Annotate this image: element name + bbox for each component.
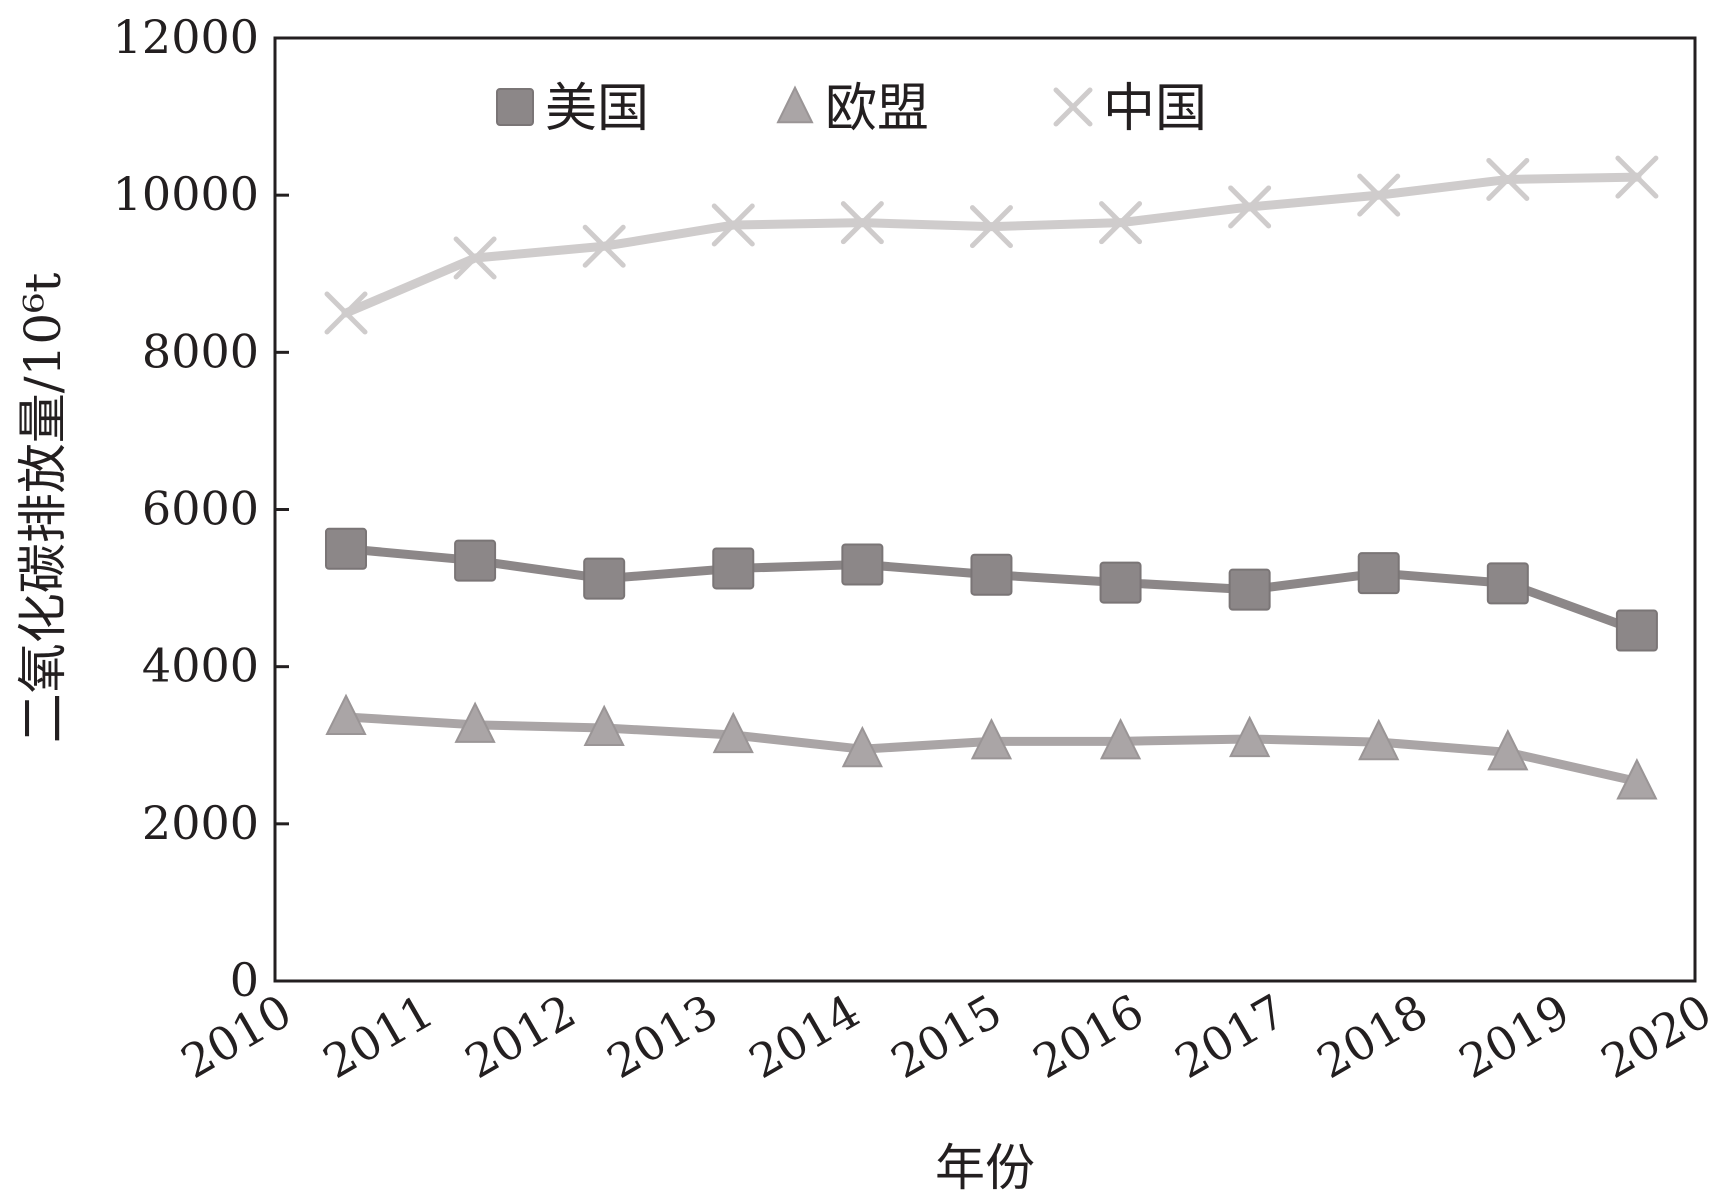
y-tick-label: 4000: [142, 639, 259, 693]
legend-label-2: 中国: [1103, 79, 1207, 139]
legend-marker-0: [496, 88, 534, 126]
y-axis-ticks: 0 2000 4000 6000 8000 10000 12000: [113, 10, 289, 1007]
y-tick-label: 6000: [142, 482, 259, 536]
series-0: [325, 527, 1658, 652]
legend-marker-1: [776, 85, 814, 124]
y-tick-label: 0: [230, 953, 259, 1007]
data-point-2-7: [1228, 185, 1272, 229]
data-point-1-6: [1099, 717, 1142, 760]
y-tick-label: 10000: [113, 167, 259, 221]
data-point-2-3: [711, 203, 755, 247]
legend-item-1: 欧盟: [776, 79, 929, 139]
x-tick-label: 2013: [598, 984, 726, 1089]
legend-label-1: 欧盟: [825, 79, 929, 139]
data-point-0-1: [454, 539, 497, 582]
data-point-0-0: [325, 527, 367, 570]
data-point-2-2: [582, 224, 626, 268]
data-point-0-7: [1228, 568, 1271, 611]
data-point-2-10: [1615, 155, 1659, 199]
legend-marker-2: [1053, 87, 1093, 127]
x-tick-label: 2018: [1308, 984, 1436, 1089]
data-point-2-5: [969, 205, 1013, 249]
data-point-1-4: [841, 725, 883, 768]
series-layer: [324, 155, 1659, 800]
data-point-2-8: [1357, 173, 1401, 217]
legend-label-0: 美国: [545, 79, 649, 139]
data-point-1-10: [1616, 758, 1658, 800]
data-point-1-1: [454, 701, 496, 743]
x-tick-label: 2019: [1450, 984, 1578, 1089]
x-tick-label: 2020: [1592, 984, 1713, 1089]
data-point-1-3: [712, 711, 754, 754]
data-point-0-5: [970, 553, 1013, 596]
data-point-2-6: [1099, 201, 1143, 245]
data-point-0-4: [841, 543, 884, 586]
data-point-0-6: [1099, 561, 1142, 604]
y-tick-label: 2000: [142, 796, 259, 850]
data-point-1-9: [1487, 728, 1529, 771]
data-point-0-9: [1486, 562, 1529, 605]
x-tick-label: 2014: [740, 984, 868, 1089]
x-tick-label: 2011: [314, 984, 442, 1089]
data-point-0-10: [1615, 609, 1658, 652]
data-point-1-2: [583, 704, 625, 747]
x-tick-label: 2017: [1166, 984, 1294, 1089]
legend: 美国 欧盟 中国: [496, 79, 1207, 139]
data-point-0-2: [583, 557, 626, 600]
legend-item-2: 中国: [1053, 79, 1207, 139]
x-tick-label: 2015: [882, 984, 1010, 1089]
legend-item-0: 美国: [496, 79, 649, 139]
data-point-2-0: [324, 291, 368, 335]
y-tick-label: 12000: [113, 10, 259, 64]
x-axis-ticks: 2010 2011 2012 2013 2014 2015 2016 2017 2018 2019…: [172, 984, 1713, 1089]
data-point-0-8: [1357, 552, 1400, 595]
y-tick-label: 8000: [142, 324, 259, 378]
x-tick-label: 2012: [456, 984, 584, 1089]
series-line-2: [341, 172, 1642, 318]
data-point-2-9: [1486, 157, 1530, 201]
x-tick-label: 2016: [1024, 984, 1152, 1089]
y-axis-title: 二氧化碳排放量/10⁶t: [14, 273, 72, 744]
data-point-2-1: [453, 236, 497, 280]
data-point-1-7: [1229, 715, 1271, 758]
data-point-2-4: [840, 201, 884, 245]
data-point-1-8: [1358, 718, 1400, 761]
data-point-1-5: [970, 717, 1013, 760]
x-axis-title: 年份: [935, 1139, 1035, 1197]
series-2: [324, 155, 1659, 335]
data-point-0-3: [712, 547, 755, 590]
data-point-1-0: [325, 693, 367, 736]
series-1: [325, 693, 1658, 800]
